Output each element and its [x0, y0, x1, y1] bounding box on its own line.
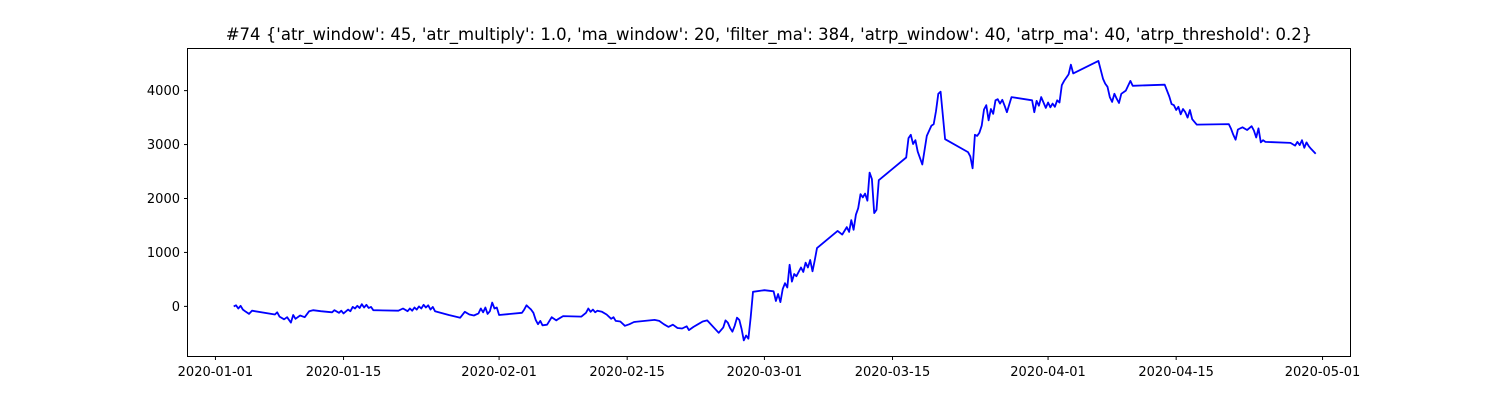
y-tick-label: 2000: [147, 192, 180, 207]
x-tick-label: 2020-02-15: [589, 365, 665, 380]
y-tick-label: 1000: [147, 246, 180, 261]
series-line: [233, 60, 1317, 342]
x-tick-label: 2020-04-15: [1138, 365, 1214, 380]
axes-frame: [187, 48, 1351, 357]
y-axis: 0 1000 2000 3000 4000: [147, 84, 188, 315]
y-tick-label: 3000: [147, 138, 180, 153]
x-tick-label: 2020-03-15: [855, 365, 931, 380]
x-tick-label: 2020-05-01: [1285, 365, 1361, 380]
x-axis: 2020-01-01 2020-01-15 2020-02-01 2020-02-15…: [178, 356, 1361, 380]
x-tick-label: 2020-03-01: [727, 365, 803, 380]
x-tick-label: 2020-01-01: [178, 365, 254, 380]
x-tick-label: 2020-04-01: [1010, 365, 1086, 380]
chart-title: #74 {'atr_window': 45, 'atr_multiply': 1…: [226, 25, 1313, 45]
x-tick-label: 2020-01-15: [306, 365, 382, 380]
plot-area: [233, 60, 1317, 342]
y-tick-label: 4000: [147, 84, 180, 99]
y-tick-label: 0: [172, 300, 180, 315]
x-tick-label: 2020-02-01: [461, 365, 537, 380]
